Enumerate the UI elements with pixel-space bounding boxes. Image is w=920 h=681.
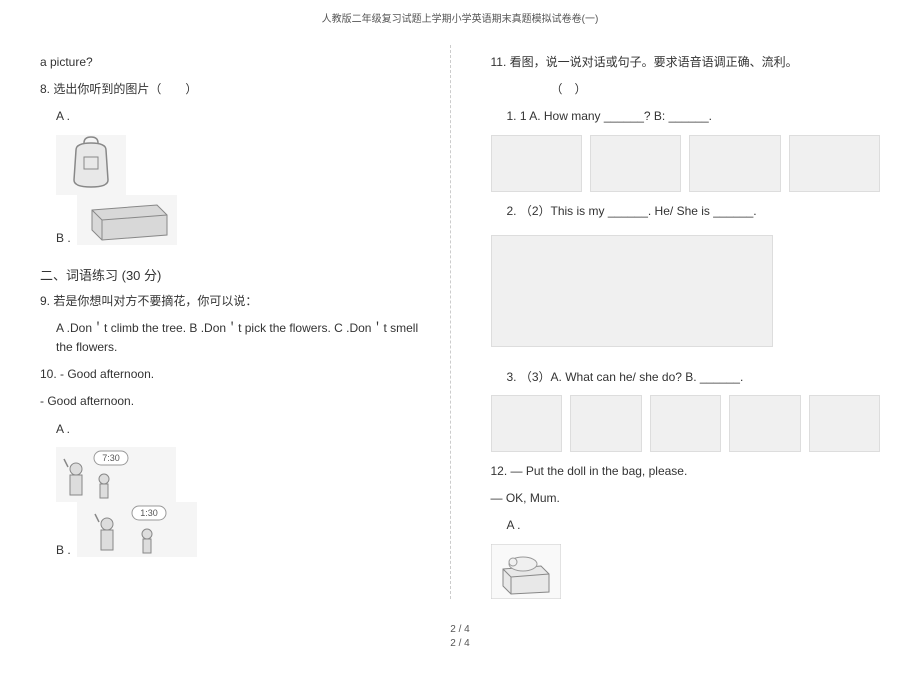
q12-a: 12. — Put the doll in the bag, please. xyxy=(491,462,881,481)
img-read xyxy=(809,395,881,452)
q8-text: 8. 选出你听到的图片（ ） xyxy=(40,80,430,99)
q10-b: - Good afternoon. xyxy=(40,392,430,411)
q11-paren: （ ） xyxy=(551,80,881,99)
img-football xyxy=(570,395,642,452)
footer-2: 2 / 4 xyxy=(40,638,880,649)
q10-image-a: 7:30 xyxy=(56,447,430,502)
q7-tail: a picture? xyxy=(40,53,430,72)
img-bowls xyxy=(491,135,582,192)
section2-title: 二、词语练习 (30 分) xyxy=(40,265,430,284)
q10-b-row: B . 1:30 xyxy=(56,502,430,557)
footer-1: 2 / 4 xyxy=(40,624,880,635)
q8-options: A . B . xyxy=(56,107,430,244)
q9-options: A .Don＇t climb the tree. B .Don＇t pick t… xyxy=(56,319,430,357)
q8-image-b xyxy=(77,195,177,245)
q8-b-label: B . xyxy=(56,231,71,245)
time-130: 1:30 xyxy=(140,508,158,518)
q11-1: 1. 1 A. How many ______? B: ______. xyxy=(507,107,881,126)
q11-2-image-family xyxy=(491,235,773,347)
q11-3-images xyxy=(491,395,881,452)
q10-b-label: B . xyxy=(56,543,71,557)
q12-image xyxy=(491,544,881,599)
q10-a-label: A . xyxy=(56,420,430,439)
q11-3: 3. （3）A. What can he/ she do? B. ______. xyxy=(507,368,881,387)
q11-text: 11. 看图，说一说对话或句子。要求语音语调正确、流利。 xyxy=(491,53,881,72)
page-header: 人教版二年级复习试题上学期小学英语期末真题模拟试卷卷(一) xyxy=(40,10,880,25)
img-chopsticks xyxy=(789,135,880,192)
img-spoons xyxy=(590,135,681,192)
q10-a: 10. - Good afternoon. xyxy=(40,365,430,384)
time-730: 7:30 xyxy=(102,453,120,463)
q8-b-row: B . xyxy=(56,195,430,245)
q12-a-label: A . xyxy=(507,516,881,535)
q11-1-images xyxy=(491,135,881,192)
img-sing xyxy=(729,395,801,452)
img-run xyxy=(491,395,563,452)
img-forks xyxy=(689,135,780,192)
q11-2: 2. （2）This is my ______. He/ She is ____… xyxy=(507,202,881,221)
page-footer: 2 / 4 2 / 4 xyxy=(40,624,880,649)
img-swim xyxy=(650,395,722,452)
q10-images: A . 7:30 B . 1:30 xyxy=(56,420,430,557)
content-columns: a picture? 8. 选出你听到的图片（ ） A . B . xyxy=(40,45,880,599)
left-column: a picture? 8. 选出你听到的图片（ ） A . B . xyxy=(40,45,451,599)
q9-text: 9. 若是你想叫对方不要摘花，你可以说： xyxy=(40,292,430,311)
right-column: 11. 看图，说一说对话或句子。要求语音语调正确、流利。 （ ） 1. 1 A.… xyxy=(491,45,881,599)
q8-image-a xyxy=(56,135,430,195)
q12-b: — OK, Mum. xyxy=(491,489,881,508)
q8-a-label: A . xyxy=(56,107,430,126)
q10-image-b: 1:30 xyxy=(77,502,197,557)
